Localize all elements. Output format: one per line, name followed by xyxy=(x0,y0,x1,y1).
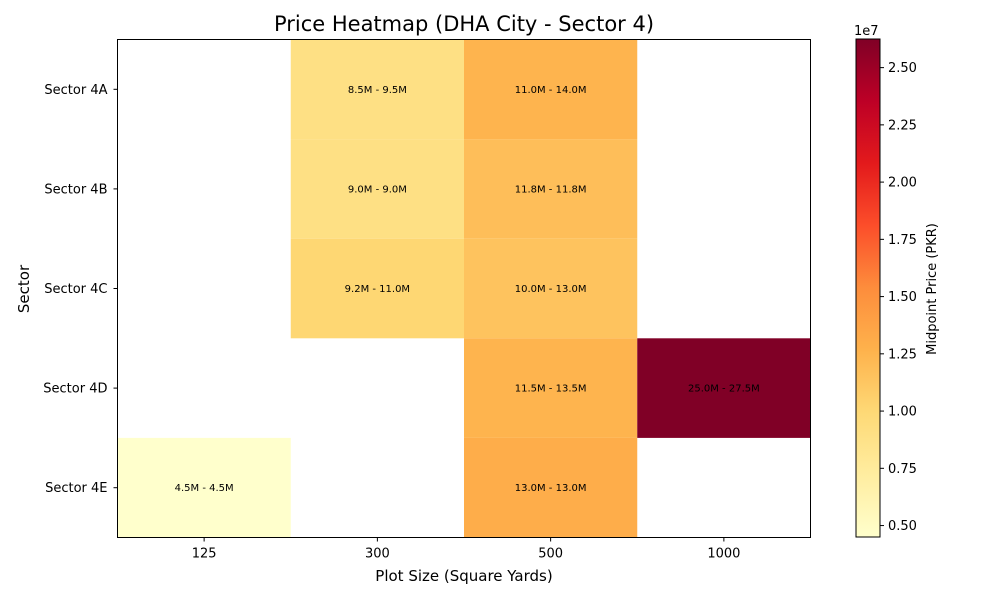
heatmap-cell xyxy=(464,238,638,339)
x-axis-ticks: 125 300 500 1000 xyxy=(192,537,740,562)
x-tick-label: 125 xyxy=(192,547,217,562)
colorbar-tick-label: 1.25 xyxy=(888,347,917,362)
y-axis-ticks: Sector 4A Sector 4B Sector 4C Sector 4D Sect… xyxy=(43,83,118,496)
colorbar-tick-label: 0.50 xyxy=(888,519,917,534)
heatmap-cells: 8.5M - 9.5M 11.0M - 14.0M 9.0M - 9.0M 11.8M… xyxy=(117,39,811,538)
colorbar-tick-label: 0.75 xyxy=(888,462,917,477)
cell-label: 10.0M - 13.0M xyxy=(515,284,587,295)
y-tick-label: Sector 4C xyxy=(44,282,107,297)
cell-label: 11.8M - 11.8M xyxy=(515,184,587,195)
heatmap-cell xyxy=(464,437,638,538)
colorbar-label: Midpoint Price (PKR) xyxy=(925,223,940,355)
y-tick-label: Sector 4E xyxy=(45,481,107,496)
heatmap-cell xyxy=(290,39,464,140)
colorbar-tick-label: 1.75 xyxy=(888,233,917,248)
cell-label: 13.0M - 13.0M xyxy=(515,483,587,494)
heatmap-cell xyxy=(464,39,638,140)
cell-label: 4.5M - 4.5M xyxy=(175,483,234,494)
colorbar-tick-label: 1.50 xyxy=(888,290,917,305)
colorbar-ticks: 0.50 0.75 1.00 1.25 1.50 1.75 2.00 2.25 2.50 xyxy=(880,61,917,534)
y-axis-label: Sector xyxy=(15,264,33,313)
cell-label: 11.5M - 13.5M xyxy=(515,384,587,395)
chart-title: Price Heatmap (DHA City - Sector 4) xyxy=(274,12,654,36)
colorbar-tick-label: 2.00 xyxy=(888,176,917,191)
heatmap-cell xyxy=(290,238,464,339)
y-tick-label: Sector 4D xyxy=(43,382,107,397)
colorbar-tick-label: 2.50 xyxy=(888,61,917,76)
colorbar-tick-label: 2.25 xyxy=(888,118,917,133)
colorbar-tick-label: 1.00 xyxy=(888,405,917,420)
heatmap-cell xyxy=(290,139,464,239)
colorbar-frame xyxy=(855,38,881,538)
x-tick-label: 300 xyxy=(365,547,390,562)
x-axis-label: Plot Size (Square Yards) xyxy=(375,567,552,585)
y-tick-label: Sector 4A xyxy=(44,83,107,98)
x-tick-label: 500 xyxy=(538,547,563,562)
heatmap-cell xyxy=(117,437,291,538)
cell-label: 25.0M - 27.5M xyxy=(688,384,760,395)
x-tick-label: 1000 xyxy=(707,547,740,562)
heatmap-cell xyxy=(464,338,638,438)
heatmap-cell xyxy=(637,338,811,438)
y-tick-label: Sector 4B xyxy=(44,182,107,197)
colorbar-exponent: 1e7 xyxy=(854,24,879,39)
colorbar xyxy=(856,39,880,537)
cell-label: 9.0M - 9.0M xyxy=(348,184,407,195)
cell-label: 9.2M - 11.0M xyxy=(345,284,410,295)
heatmap-cell xyxy=(464,139,638,239)
cell-label: 11.0M - 14.0M xyxy=(515,85,587,96)
cell-label: 8.5M - 9.5M xyxy=(348,85,407,96)
